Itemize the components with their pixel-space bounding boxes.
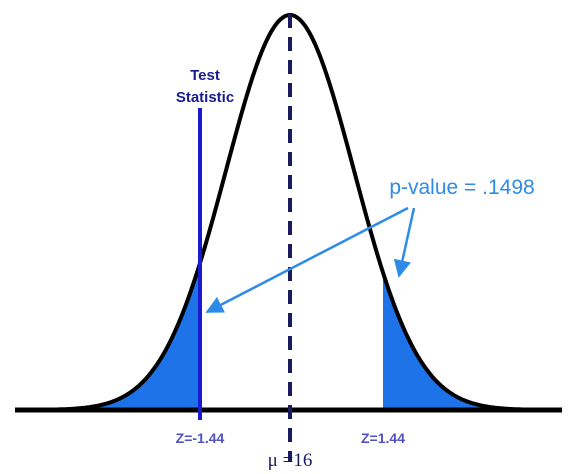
normal-curve bbox=[15, 13, 561, 412]
test-statistic-label-line1: Test bbox=[190, 67, 220, 84]
mean-label: μ =16 bbox=[268, 450, 313, 471]
right-tail-area bbox=[383, 272, 562, 410]
arrow-right bbox=[393, 207, 416, 278]
arrow-left bbox=[205, 206, 409, 314]
p-value-label: p-value = .1498 bbox=[389, 176, 534, 199]
z-right-label: Z=1.44 bbox=[361, 430, 405, 446]
left-tail-area bbox=[15, 263, 200, 410]
z-left-label: Z=-1.44 bbox=[176, 430, 225, 446]
test-statistic-label-line2: Statistic bbox=[176, 89, 234, 106]
